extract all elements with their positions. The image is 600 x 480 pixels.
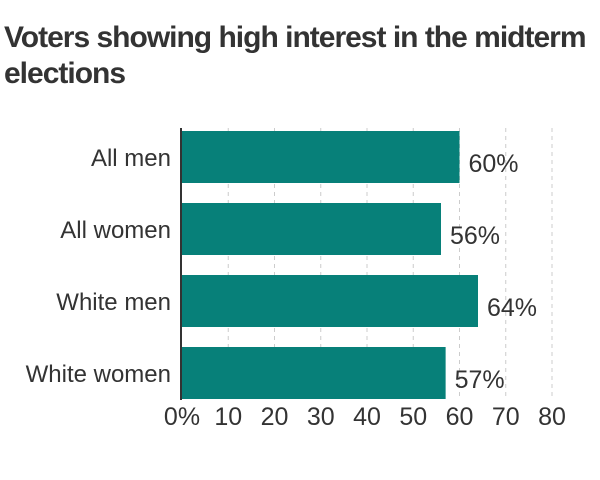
category-labels: All men All women White men White women (26, 145, 171, 388)
category-label: White women (26, 361, 171, 388)
bars (182, 131, 478, 399)
x-tick-label: 60 (446, 403, 474, 431)
category-label: All men (91, 145, 171, 172)
category-label: All women (60, 217, 171, 244)
x-tick-label: 40 (353, 403, 381, 431)
data-label: 57% (455, 366, 505, 394)
bar (182, 203, 441, 255)
value-labels: 60% 56% 64% 57% (450, 150, 537, 394)
data-label: 60% (469, 150, 519, 178)
x-tick-label: 50 (399, 403, 427, 431)
x-tick-label: 0% (164, 403, 200, 431)
x-tick-label: 30 (307, 403, 335, 431)
data-label: 64% (487, 294, 537, 322)
chart-title: Voters showing high interest in the midt… (4, 21, 587, 90)
bar (182, 347, 446, 399)
data-label: 56% (450, 222, 500, 250)
x-tick-label: 10 (214, 403, 242, 431)
x-tick-label: 20 (261, 403, 289, 431)
x-tick-label: 80 (538, 403, 566, 431)
x-axis-ticks: 0% 10 20 30 40 50 60 70 80 (164, 403, 566, 431)
bar (182, 131, 460, 183)
category-label: White men (56, 289, 171, 316)
x-tick-label: 70 (492, 403, 520, 431)
bar (182, 275, 478, 327)
